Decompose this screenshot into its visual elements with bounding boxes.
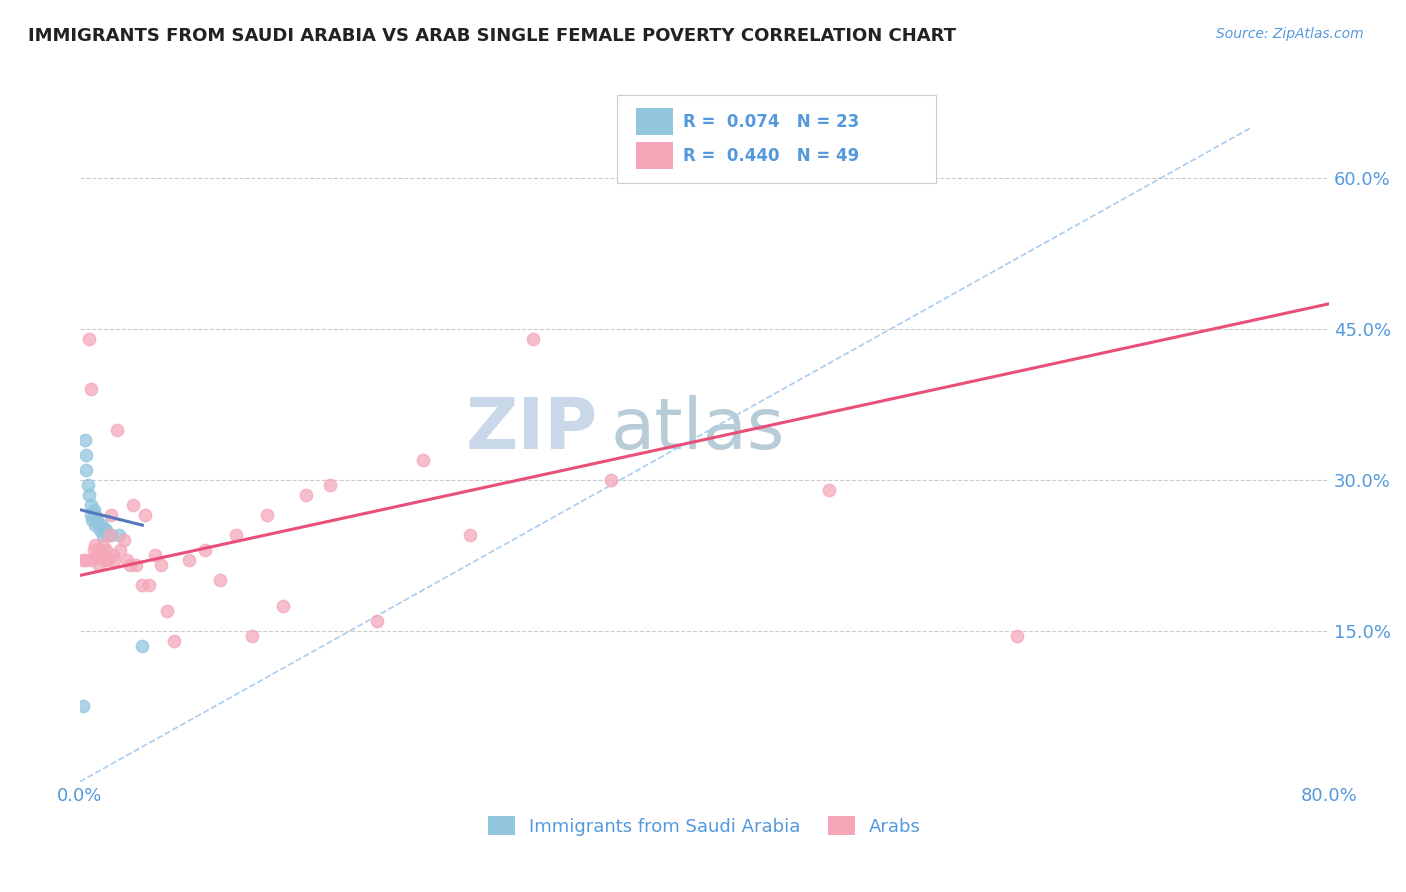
Point bbox=[1005, 629, 1028, 643]
Point bbox=[72, 553, 94, 567]
Point bbox=[143, 549, 166, 563]
Point bbox=[96, 523, 118, 537]
Point bbox=[599, 473, 621, 487]
Point bbox=[80, 382, 103, 396]
Point bbox=[112, 533, 135, 548]
Bar bbox=[636, 142, 673, 169]
Point bbox=[75, 553, 97, 567]
Point bbox=[80, 498, 103, 512]
Point bbox=[83, 503, 105, 517]
Point bbox=[87, 518, 110, 533]
Point bbox=[103, 553, 125, 567]
Point bbox=[179, 553, 201, 567]
Point bbox=[240, 629, 263, 643]
Point bbox=[77, 332, 100, 346]
Text: Source: ZipAtlas.com: Source: ZipAtlas.com bbox=[1216, 27, 1364, 41]
FancyBboxPatch shape bbox=[617, 95, 935, 183]
Point bbox=[100, 508, 122, 522]
Point bbox=[73, 433, 96, 447]
Point bbox=[84, 508, 107, 522]
Point bbox=[131, 578, 153, 592]
Point bbox=[94, 523, 117, 537]
Point bbox=[91, 538, 114, 552]
Point bbox=[115, 553, 138, 567]
Point bbox=[82, 553, 104, 567]
Point bbox=[87, 558, 110, 573]
Point bbox=[366, 614, 388, 628]
Legend: Immigrants from Saudi Arabia, Arabs: Immigrants from Saudi Arabia, Arabs bbox=[481, 809, 928, 843]
Point bbox=[458, 528, 481, 542]
Point bbox=[75, 463, 97, 477]
Point bbox=[318, 478, 340, 492]
Point bbox=[225, 528, 247, 542]
Text: IMMIGRANTS FROM SAUDI ARABIA VS ARAB SINGLE FEMALE POVERTY CORRELATION CHART: IMMIGRANTS FROM SAUDI ARABIA VS ARAB SIN… bbox=[28, 27, 956, 45]
Point bbox=[101, 549, 124, 563]
Point bbox=[86, 549, 108, 563]
Point bbox=[100, 528, 122, 542]
Point bbox=[105, 423, 128, 437]
Point bbox=[86, 513, 108, 527]
Point bbox=[131, 639, 153, 653]
Point bbox=[134, 508, 156, 522]
Point bbox=[138, 578, 160, 592]
Point bbox=[108, 528, 131, 542]
Point bbox=[75, 448, 97, 462]
Point bbox=[89, 523, 111, 537]
Point bbox=[97, 553, 120, 567]
Point bbox=[96, 543, 118, 558]
Point bbox=[110, 543, 132, 558]
Point bbox=[84, 518, 107, 533]
Point bbox=[91, 528, 114, 542]
Point bbox=[162, 633, 184, 648]
Point bbox=[295, 488, 318, 502]
Point bbox=[118, 558, 141, 573]
Point bbox=[256, 508, 278, 522]
Point bbox=[209, 574, 232, 588]
Point bbox=[90, 518, 112, 533]
Point bbox=[122, 498, 145, 512]
Point bbox=[412, 452, 434, 467]
Point bbox=[271, 599, 294, 613]
Text: R =  0.074   N = 23: R = 0.074 N = 23 bbox=[683, 112, 859, 131]
Point bbox=[90, 549, 112, 563]
Point bbox=[522, 332, 544, 346]
Point bbox=[156, 604, 179, 618]
Point bbox=[194, 543, 217, 558]
Point bbox=[72, 699, 94, 714]
Point bbox=[98, 528, 121, 542]
Point bbox=[94, 553, 117, 567]
Point bbox=[76, 478, 98, 492]
Bar bbox=[636, 109, 673, 136]
Text: R =  0.440   N = 49: R = 0.440 N = 49 bbox=[683, 146, 859, 165]
Point bbox=[80, 508, 103, 522]
Point bbox=[97, 528, 120, 542]
Point bbox=[83, 543, 105, 558]
Point bbox=[125, 558, 148, 573]
Text: atlas: atlas bbox=[610, 395, 785, 464]
Text: ZIP: ZIP bbox=[465, 395, 599, 464]
Point bbox=[89, 543, 111, 558]
Point bbox=[77, 488, 100, 502]
Point bbox=[84, 538, 107, 552]
Point bbox=[150, 558, 173, 573]
Point bbox=[818, 483, 841, 497]
Point bbox=[82, 513, 104, 527]
